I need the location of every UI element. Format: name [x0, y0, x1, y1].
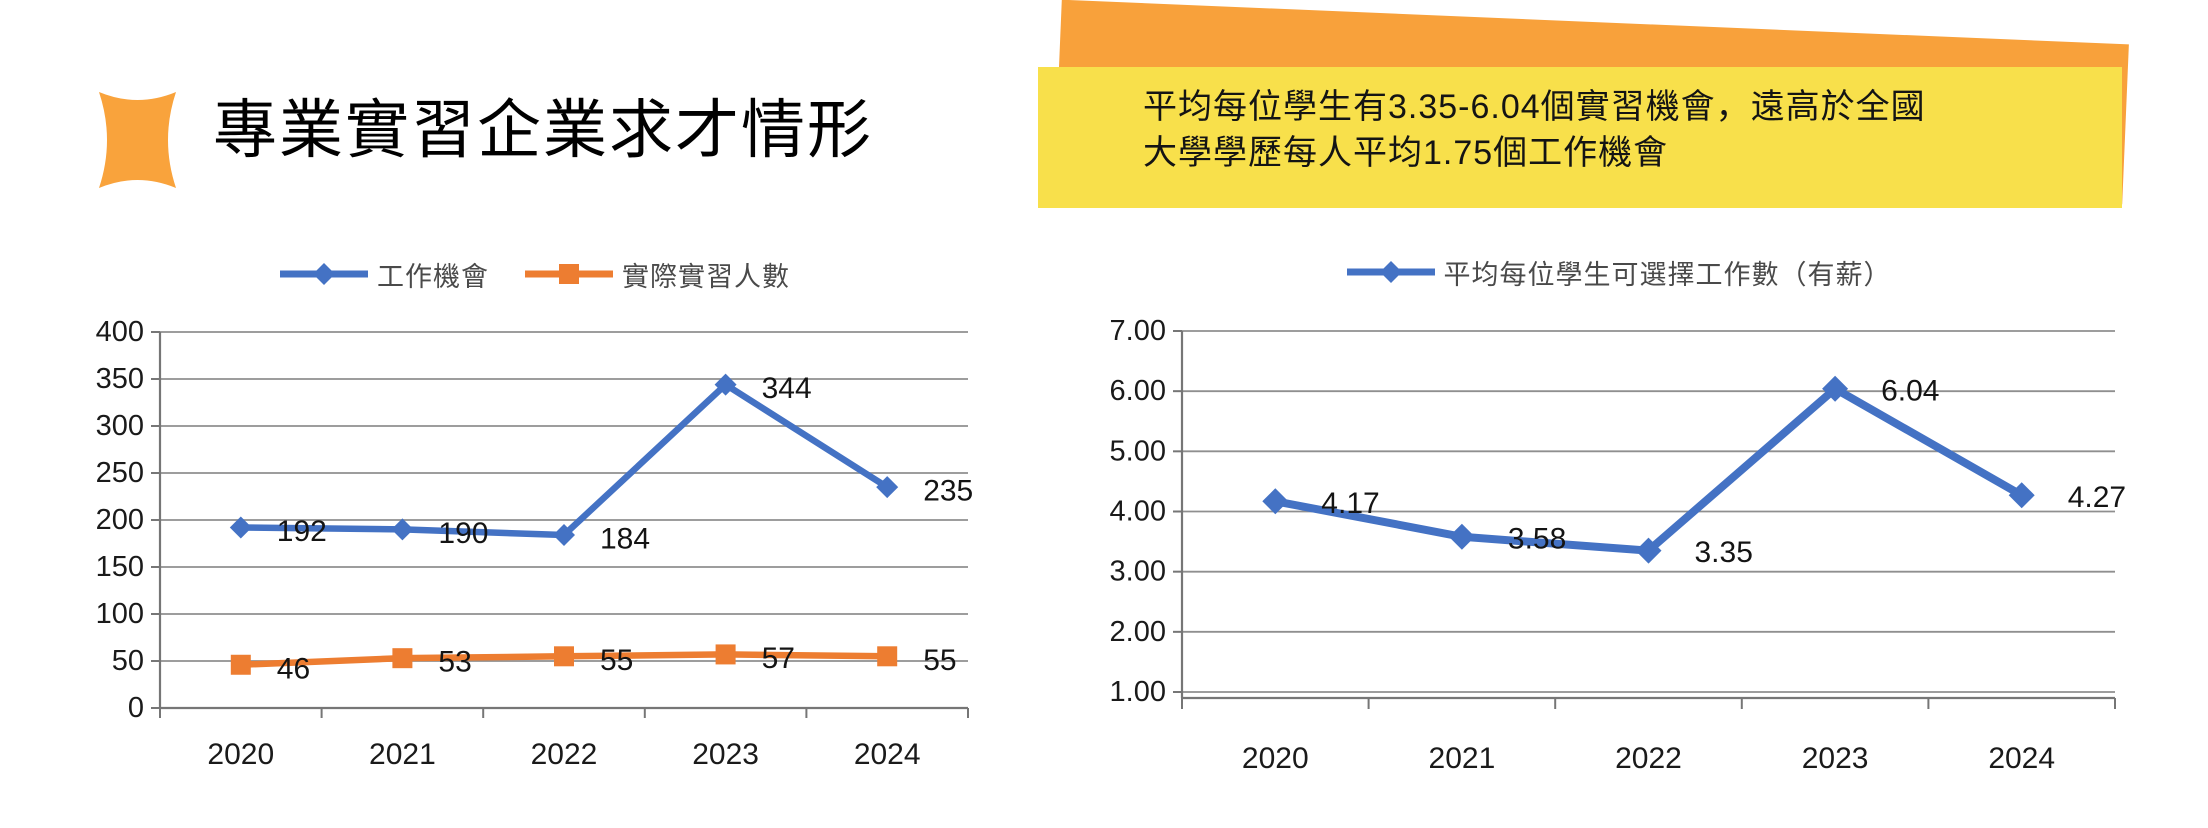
- legend-right: 平均每位學生可選擇工作數（有薪）: [1030, 250, 2208, 294]
- chart-left: 400 350 300 250 200 150 100 50 0 2020 2021 2022 2023…: [96, 316, 974, 771]
- data-point: [391, 518, 414, 541]
- y-tick-label: 400: [96, 316, 144, 348]
- data-point: [1635, 537, 1662, 564]
- data-label: 6.04: [1881, 374, 1939, 407]
- x-category-label: 2022: [1615, 742, 1682, 775]
- data-label: 344: [762, 372, 812, 405]
- legend-marker-icon: [525, 264, 613, 284]
- legend-left: 工作機會 實際實習人數: [60, 252, 1010, 296]
- y-tick-label: 2.00: [1110, 616, 1166, 648]
- data-label: 4.27: [2068, 481, 2126, 514]
- y-tick-label: 7.00: [1110, 315, 1166, 347]
- data-point: [714, 373, 737, 396]
- data-label: 235: [923, 475, 973, 508]
- data-point: [392, 648, 413, 669]
- callout-box: 平均每位學生有3.35-6.04個實習機會，遠高於全國 大學學歷每人平均1.75…: [1038, 67, 2122, 208]
- data-point: [1262, 488, 1289, 515]
- legend-item: 平均每位學生可選擇工作數（有薪）: [1346, 253, 1892, 292]
- data-point: [876, 476, 899, 499]
- y-tick-label: 4.00: [1110, 496, 1166, 528]
- legend-label: 平均每位學生可選擇工作數（有薪）: [1443, 259, 1892, 290]
- x-category-label: 2021: [1429, 742, 1496, 775]
- series-line: [1274, 384, 2024, 555]
- x-category-label: 2022: [531, 738, 598, 771]
- data-point: [553, 524, 575, 547]
- data-label: 184: [600, 523, 650, 556]
- legend-item: 工作機會: [280, 255, 489, 294]
- data-label: 3.58: [1508, 522, 1566, 555]
- y-tick-label: 0: [128, 692, 144, 724]
- data-label: 3.35: [1695, 536, 1753, 569]
- data-point: [1448, 523, 1475, 550]
- callout-text: 平均每位學生有3.35-6.04個實習機會，遠高於全國 大學學歷每人平均1.75…: [1143, 88, 1926, 172]
- x-category-label: 2024: [854, 738, 921, 771]
- y-tick-label: 50: [112, 645, 144, 677]
- legend-marker: [1379, 261, 1402, 283]
- y-tick-label: 150: [96, 551, 144, 583]
- x-category-label: 2023: [692, 738, 759, 771]
- legend-marker-icon: [1346, 261, 1435, 283]
- y-tick-label: 200: [96, 504, 144, 536]
- legend-label: 實際實習人數: [622, 261, 790, 292]
- data-label: 53: [438, 646, 471, 679]
- x-category-label: 2020: [1242, 742, 1309, 775]
- data-label: 190: [438, 517, 488, 550]
- x-category-label: 2020: [207, 738, 274, 771]
- title-bullet-shape: [99, 92, 176, 188]
- y-tick-label: 3.00: [1110, 556, 1166, 588]
- data-point: [2008, 482, 2035, 509]
- legend-marker: [559, 264, 579, 284]
- title-bullet-icon: [99, 92, 176, 188]
- data-point: [229, 516, 252, 539]
- legend-label: 工作機會: [377, 261, 489, 292]
- y-tick-label: 1.00: [1110, 676, 1166, 708]
- data-label: 55: [923, 644, 956, 677]
- x-category-label: 2024: [1988, 742, 2055, 775]
- y-tick-label: 300: [96, 410, 144, 442]
- chart-right: 7.00 6.00 5.00 4.00 3.00 2.00 1.00 2020 2021 2022…: [1110, 315, 2127, 775]
- x-category-label: 2021: [369, 738, 436, 771]
- y-tick-label: 100: [96, 598, 144, 630]
- legend-marker-icon: [280, 263, 368, 285]
- legend-item: 實際實習人數: [525, 255, 790, 294]
- y-tick-label: 350: [96, 363, 144, 395]
- legend-marker: [313, 263, 335, 285]
- y-tick-label: 250: [96, 457, 144, 489]
- data-point: [715, 644, 736, 665]
- data-point: [230, 654, 251, 675]
- x-category-label: 2023: [1802, 742, 1869, 775]
- data-label: 4.17: [1321, 487, 1379, 520]
- data-point: [877, 646, 898, 667]
- data-label: 46: [277, 652, 310, 685]
- data-label: 55: [600, 644, 633, 677]
- data-label: 192: [277, 515, 327, 548]
- data-label: 57: [762, 642, 795, 675]
- data-point: [554, 646, 574, 667]
- y-tick-label: 5.00: [1110, 435, 1166, 467]
- page-title: 專業實習企業求才情形: [213, 94, 873, 166]
- series-line: [240, 381, 889, 539]
- data-point: [1822, 375, 1849, 402]
- y-tick-label: 6.00: [1110, 375, 1166, 407]
